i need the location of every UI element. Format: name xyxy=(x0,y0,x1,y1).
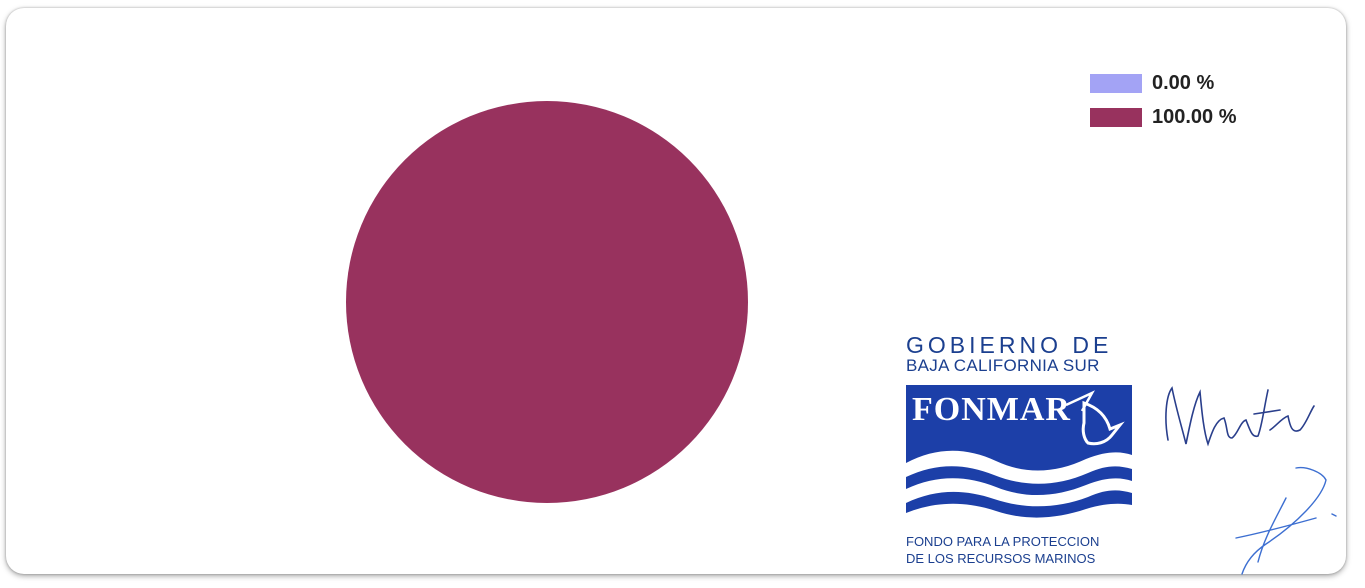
logo-emblem: FONMAR xyxy=(906,385,1132,527)
chart-legend: 0.00 % 100.00 % xyxy=(1090,66,1237,134)
legend-label-1: 100.00 % xyxy=(1152,105,1237,128)
chart-panel: 0.00 % 100.00 % GOBIERNO DE BAJA CALIFOR… xyxy=(6,8,1346,575)
legend-item-0: 0.00 % xyxy=(1090,66,1237,100)
pie-chart xyxy=(346,101,748,503)
handwritten-signature xyxy=(1165,386,1337,575)
legend-swatch-0 xyxy=(1090,73,1142,93)
logo-state-line: BAJA CALIFORNIA SUR xyxy=(906,356,1100,375)
legend-label-0: 0.00 % xyxy=(1152,71,1215,94)
pie-slice-1 xyxy=(346,101,748,503)
logo-footer-line2: DE LOS RECURSOS MARINOS xyxy=(906,551,1096,566)
waves-marlin-icon xyxy=(906,390,1132,527)
logo-footer-line1: FONDO PARA LA PROTECCION xyxy=(906,534,1100,549)
legend-item-1: 100.00 % xyxy=(1090,100,1237,134)
legend-swatch-1 xyxy=(1090,107,1142,127)
logo-fonmar-text: FONMAR xyxy=(912,391,1071,428)
fonmar-logo: GOBIERNO DE BAJA CALIFORNIA SUR FONMAR F… xyxy=(906,333,1138,567)
pie-slices xyxy=(346,101,748,503)
logo-government-line: GOBIERNO DE xyxy=(906,332,1113,358)
